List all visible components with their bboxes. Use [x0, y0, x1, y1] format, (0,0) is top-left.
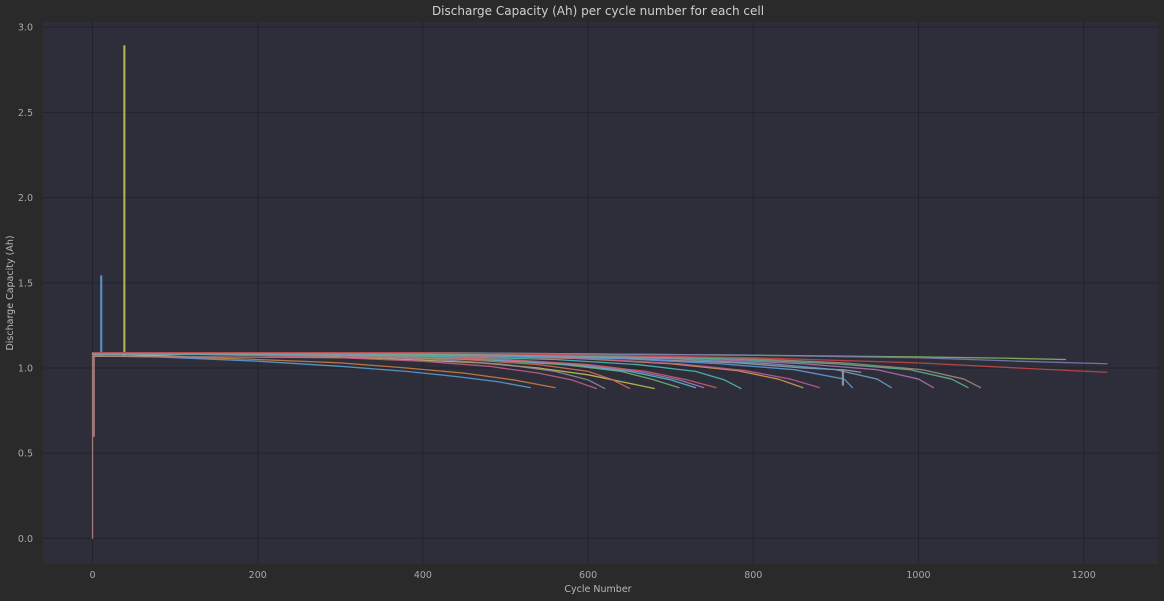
series-line-cell-22 [91, 352, 1108, 373]
x-tick-label: 400 [414, 570, 432, 581]
series-line-cell-11 [91, 353, 742, 390]
x-tick-label: 1000 [906, 570, 930, 581]
x-tick-label: 1200 [1072, 570, 1096, 581]
y-axis-label: Discharge Capacity (Ah) [5, 235, 16, 350]
y-tick-label: 2.0 [18, 193, 33, 204]
plot-area [43, 22, 1158, 564]
y-tick-label: 0.5 [18, 449, 33, 460]
series-line-cell-23 [91, 355, 341, 540]
grid-lines [43, 22, 1158, 564]
x-tick-label: 200 [249, 570, 267, 581]
y-axis-ticks: 0.0 0.5 1.0 1.5 2.0 2.5 3.0 [18, 23, 33, 545]
x-tick-label: 800 [744, 570, 762, 581]
series-line-cell-18 [91, 352, 969, 389]
chart-title: Discharge Capacity (Ah) per cycle number… [432, 4, 764, 18]
x-axis-label: Cycle Number [564, 584, 631, 595]
x-axis-ticks: 0 200 400 600 800 1000 1200 [90, 570, 1096, 581]
y-tick-label: 1.0 [18, 363, 33, 374]
series-line-cell-01 [91, 275, 531, 389]
y-tick-label: 3.0 [18, 23, 33, 34]
x-tick-label: 600 [579, 570, 597, 581]
data-series [91, 45, 1108, 540]
y-tick-label: 2.5 [18, 108, 33, 119]
y-tick-label: 1.5 [18, 278, 33, 289]
x-tick-label: 0 [90, 570, 96, 581]
y-tick-label: 0.0 [18, 534, 33, 545]
